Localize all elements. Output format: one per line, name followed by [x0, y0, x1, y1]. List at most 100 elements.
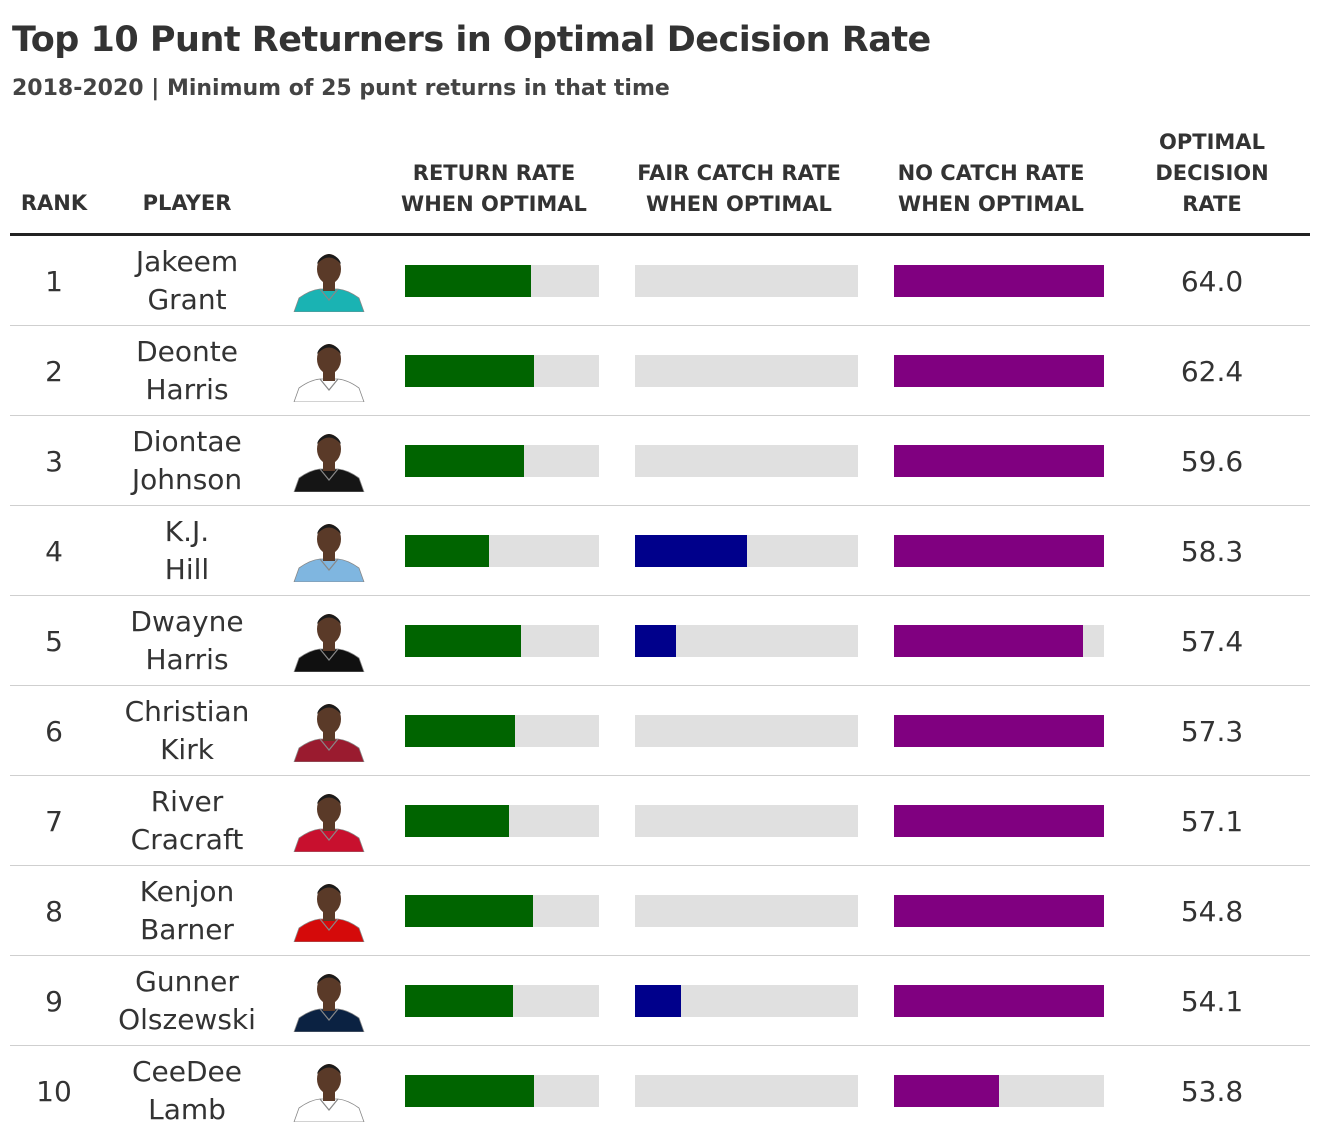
fair-catch-rate-bar-track	[635, 265, 858, 297]
table-row: 6 Christian Kirk 57.3	[10, 686, 1310, 776]
no-catch-rate-bar	[894, 805, 1104, 837]
rank-cell: 7	[45, 804, 63, 838]
rank-cell: 10	[36, 1074, 72, 1108]
row-separator	[10, 505, 1310, 506]
return-rate-bar-track	[405, 445, 599, 477]
rank-cell: 3	[45, 444, 63, 478]
optimal-decision-rate-cell: 59.6	[1180, 444, 1244, 478]
optimal-decision-rate-cell: 58.3	[1180, 534, 1244, 568]
table-row: 7 River Cracraft 57.1	[10, 776, 1310, 866]
row-separator	[10, 1045, 1310, 1046]
fair-catch-rate-bar-track	[635, 535, 858, 567]
return-rate-bar	[405, 535, 490, 567]
player-last-name: Hill	[164, 553, 210, 586]
fair-catch-rate-bar	[635, 535, 747, 567]
fair-catch-rate-bar-track	[635, 1075, 858, 1107]
player-first-name: Gunner	[135, 965, 239, 998]
player-headshot-icon	[293, 434, 365, 492]
rank-cell: 8	[45, 894, 63, 928]
player-name: Deonte Harris	[110, 326, 264, 416]
player-last-name: Johnson	[131, 463, 243, 496]
optimal-decision-rate-cell: 53.8	[1180, 1074, 1244, 1108]
header-fair-catch-rate: FAIR CATCH RATE WHEN OPTIMAL	[637, 161, 841, 216]
table-row: 5 Dwayne Harris 57.4	[10, 596, 1310, 686]
player-headshot-icon	[293, 254, 365, 312]
player-headshot-icon	[293, 344, 365, 402]
rank-cell: 1	[45, 264, 63, 298]
no-catch-rate-bar-track	[894, 985, 1104, 1017]
player-headshot	[288, 956, 370, 1046]
table-row: 9 Gunner Olszewski 54.1	[10, 956, 1310, 1046]
no-catch-rate-bar	[894, 265, 1104, 297]
player-headshot-icon	[293, 1064, 365, 1122]
table-row: 4 K.J. Hill 58.3	[10, 506, 1310, 596]
player-first-name: K.J.	[164, 515, 210, 548]
rank-cell: 2	[45, 354, 63, 388]
return-rate-bar-track	[405, 1075, 599, 1107]
table-row: 1 Jakeem Grant 64.0	[10, 236, 1310, 326]
fair-catch-rate-bar-track	[635, 715, 858, 747]
optimal-decision-rate-cell: 57.3	[1180, 714, 1244, 748]
return-rate-bar	[405, 355, 534, 387]
header-player: PLAYER	[142, 191, 232, 215]
player-first-name: Deonte	[136, 335, 238, 368]
rank-cell: 6	[45, 714, 63, 748]
player-name: Gunner Olszewski	[110, 956, 264, 1046]
no-catch-rate-bar	[894, 895, 1104, 927]
no-catch-rate-bar	[894, 445, 1104, 477]
player-first-name: CeeDee	[131, 1055, 243, 1088]
return-rate-bar	[405, 1075, 534, 1107]
player-last-name: Lamb	[148, 1093, 226, 1126]
no-catch-rate-bar-track	[894, 805, 1104, 837]
no-catch-rate-bar	[894, 715, 1104, 747]
row-separator	[10, 685, 1310, 686]
player-first-name: Christian	[124, 695, 250, 728]
table-row: 8 Kenjon Barner 54.8	[10, 866, 1310, 956]
player-headshot-icon	[293, 794, 365, 852]
no-catch-rate-bar	[894, 625, 1083, 657]
return-rate-bar	[405, 895, 534, 927]
no-catch-rate-bar	[894, 355, 1104, 387]
header-no-catch-rate: NO CATCH RATE WHEN OPTIMAL	[897, 161, 1085, 216]
player-headshot-icon	[293, 704, 365, 762]
header-rank: RANK	[20, 191, 88, 215]
fair-catch-rate-bar-track	[635, 805, 858, 837]
player-last-name: Olszewski	[118, 1003, 256, 1036]
no-catch-rate-bar-track	[894, 355, 1104, 387]
fair-catch-rate-bar-track	[635, 355, 858, 387]
player-name: Jakeem Grant	[110, 236, 264, 326]
return-rate-bar	[405, 445, 525, 477]
return-rate-bar	[405, 265, 532, 297]
no-catch-rate-bar	[894, 985, 1104, 1017]
return-rate-bar-track	[405, 535, 599, 567]
player-headshot	[288, 596, 370, 686]
optimal-decision-rate-cell: 57.1	[1180, 804, 1244, 838]
optimal-decision-rate-cell: 62.4	[1180, 354, 1244, 388]
fair-catch-rate-bar-track	[635, 445, 858, 477]
table-row: 3 Diontae Johnson 59.6	[10, 416, 1310, 506]
fair-catch-rate-bar-track	[635, 985, 858, 1017]
optimal-decision-rate-cell: 54.8	[1180, 894, 1244, 928]
rank-cell: 5	[45, 624, 63, 658]
player-last-name: Cracraft	[130, 823, 244, 856]
player-first-name: Diontae	[132, 425, 242, 458]
player-last-name: Kirk	[160, 733, 214, 766]
return-rate-bar-track	[405, 355, 599, 387]
table-row: 2 Deonte Harris 62.4	[10, 326, 1310, 416]
player-headshot-icon	[293, 974, 365, 1032]
no-catch-rate-bar-track	[894, 445, 1104, 477]
header-return-rate: RETURN RATE WHEN OPTIMAL	[401, 161, 587, 216]
return-rate-bar-track	[405, 805, 599, 837]
player-name: CeeDee Lamb	[110, 1046, 264, 1136]
chart-title: Top 10 Punt Returners in Optimal Decisio…	[12, 20, 931, 60]
return-rate-bar	[405, 985, 513, 1017]
player-first-name: Jakeem	[135, 245, 239, 278]
player-headshot	[288, 686, 370, 776]
optimal-decision-rate-cell: 57.4	[1180, 624, 1244, 658]
no-catch-rate-bar-track	[894, 535, 1104, 567]
row-separator	[10, 775, 1310, 776]
chart-subtitle: 2018-2020 | Minimum of 25 punt returns i…	[12, 76, 670, 101]
player-headshot	[288, 326, 370, 416]
player-last-name: Barner	[140, 913, 234, 946]
rank-cell: 9	[45, 984, 63, 1018]
